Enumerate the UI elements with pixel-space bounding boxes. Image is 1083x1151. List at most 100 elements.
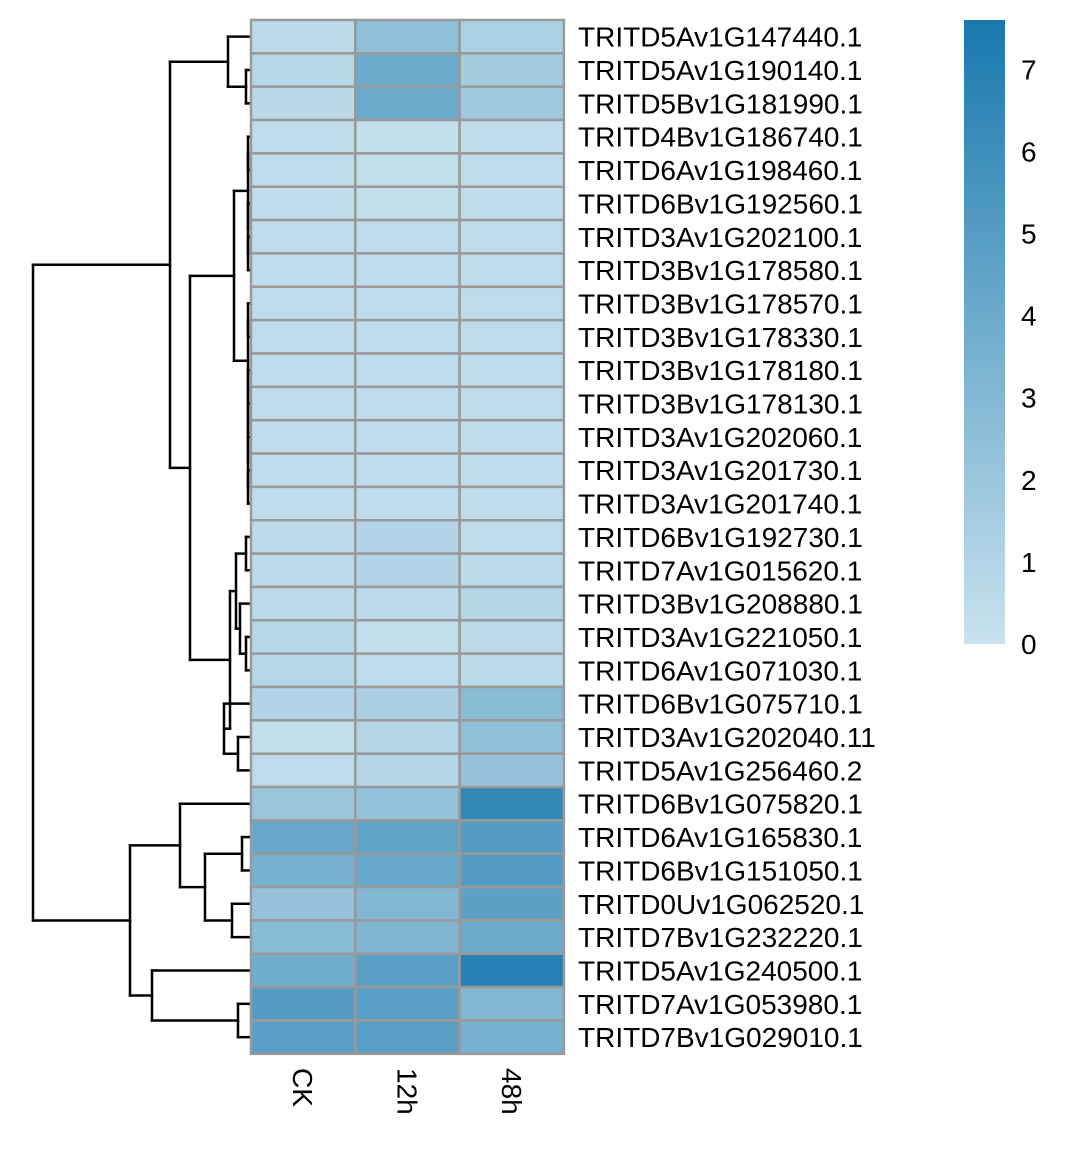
row-label: TRITD5Av1G240500.1 <box>578 955 862 986</box>
heatmap-cell <box>249 985 357 1022</box>
row-label: TRITD3Av1G202100.1 <box>578 222 862 253</box>
heatmap-cell <box>249 18 357 55</box>
heatmap-cell <box>249 785 357 822</box>
heatmap-cell <box>249 519 357 555</box>
row-label: TRITD5Av1G190140.1 <box>578 55 862 86</box>
heatmap-cell <box>458 452 566 489</box>
heatmap-cell <box>354 1019 461 1056</box>
heatmap-cell <box>249 352 357 389</box>
heatmap-cell <box>458 385 566 422</box>
row-label: TRITD7Av1G015620.1 <box>578 555 862 586</box>
row-label: TRITD3Av1G201740.1 <box>578 489 862 520</box>
row-label: TRITD4Bv1G186740.1 <box>578 122 863 153</box>
heatmap-cell <box>458 852 566 889</box>
heatmap-cell <box>458 52 566 88</box>
colorbar-ticks: 0 1 2 3 4 5 6 7 <box>1021 54 1037 660</box>
row-label: TRITD7Bv1G029010.1 <box>578 1022 863 1053</box>
heatmap-cell <box>354 252 461 289</box>
colorbar-tick-label: 6 <box>1021 136 1037 167</box>
heatmap-cell <box>249 218 357 255</box>
row-label: TRITD6Av1G071030.1 <box>578 655 862 686</box>
heatmap-cell <box>458 585 566 622</box>
row-label: TRITD3Av1G202060.1 <box>578 422 862 453</box>
row-label: TRITD5Bv1G181990.1 <box>578 88 863 119</box>
row-label: TRITD5Av1G147440.1 <box>578 22 862 53</box>
row-label: TRITD6Bv1G075820.1 <box>578 789 863 820</box>
heatmap-cell <box>354 819 461 856</box>
heatmap-cell <box>354 218 461 255</box>
row-label: TRITD3Bv1G178130.1 <box>578 389 863 420</box>
heatmap-cell <box>458 185 566 222</box>
heatmap-cell <box>354 452 461 489</box>
heatmap-cell <box>249 1019 357 1056</box>
heatmap-cell <box>249 152 357 188</box>
heatmap-cell <box>354 152 461 188</box>
heatmap-cell <box>354 752 461 789</box>
heatmap-cell <box>458 519 566 555</box>
heatmap-cell <box>354 185 461 222</box>
row-label: TRITD0Uv1G062520.1 <box>578 889 864 920</box>
row-label: TRITD3Bv1G178330.1 <box>578 322 863 353</box>
heatmap-cell <box>249 819 357 856</box>
column-labels: CK 12h 48h <box>287 1068 527 1115</box>
heatmap-cell <box>354 719 461 755</box>
heatmap-cell <box>458 919 566 956</box>
heatmap-cell <box>354 318 461 355</box>
row-label: TRITD3Av1G221050.1 <box>578 622 862 653</box>
heatmap-cell <box>458 785 566 822</box>
row-label: TRITD6Av1G165830.1 <box>578 822 862 853</box>
heatmap-cell <box>458 152 566 188</box>
heatmap-cell <box>249 85 357 122</box>
heatmap-cell <box>249 552 357 589</box>
heatmap-cell <box>458 985 566 1022</box>
heatmap-cell <box>354 85 461 122</box>
heatmap-cell <box>458 285 566 322</box>
heatmap-cell <box>354 985 461 1022</box>
row-label: TRITD7Av1G053980.1 <box>578 989 862 1020</box>
heatmap-cell <box>354 285 461 322</box>
row-labels: TRITD5Av1G147440.1TRITD5Av1G190140.1TRIT… <box>578 22 876 1054</box>
heatmap-cell <box>458 552 566 589</box>
heatmap-cell <box>458 685 566 722</box>
heatmap-cell <box>249 652 357 689</box>
heatmap-cell <box>249 885 357 922</box>
colorbar-tick-label: 4 <box>1021 301 1037 332</box>
row-label: TRITD7Bv1G232220.1 <box>578 922 863 953</box>
heatmap-cell <box>249 719 357 755</box>
heatmap-cell <box>458 1019 566 1056</box>
heatmap-cell <box>249 285 357 322</box>
heatmap-cell <box>354 952 461 989</box>
colorbar-tick-label: 3 <box>1021 383 1037 414</box>
heatmap-cell <box>249 252 357 289</box>
heatmap-cell <box>249 852 357 889</box>
row-label: TRITD3Av1G202040.11 <box>578 722 876 753</box>
heatmap-cell <box>354 585 461 622</box>
heatmap-cell <box>458 118 566 155</box>
heatmap-cell <box>354 519 461 555</box>
colorbar-tick-label: 0 <box>1021 629 1037 660</box>
column-label: 12h <box>391 1068 422 1115</box>
heatmap-cell <box>249 118 357 155</box>
heatmap-cell <box>458 18 566 55</box>
heatmap-cell <box>354 485 461 522</box>
heatmap-cell <box>354 118 461 155</box>
heatmap-cell <box>249 52 357 88</box>
heatmap-cell <box>458 819 566 856</box>
colorbar-tick-label: 7 <box>1021 54 1037 85</box>
heatmap-cell <box>458 652 566 689</box>
row-label: TRITD6Bv1G151050.1 <box>578 855 863 886</box>
row-dendrogram <box>31 35 253 1039</box>
heatmap-cell <box>249 685 357 722</box>
heatmap-cell <box>354 885 461 922</box>
colorbar <box>964 20 1005 644</box>
heatmap-cell <box>458 485 566 522</box>
heatmap-cell <box>354 385 461 422</box>
heatmap-cell <box>249 185 357 222</box>
column-label: 48h <box>496 1068 527 1115</box>
color-legend: 0 1 2 3 4 5 6 7 <box>964 20 1037 660</box>
heatmap-cell <box>354 652 461 689</box>
heatmap-cell <box>249 485 357 522</box>
heatmap-cell <box>354 919 461 956</box>
heatmap-cell <box>249 919 357 956</box>
